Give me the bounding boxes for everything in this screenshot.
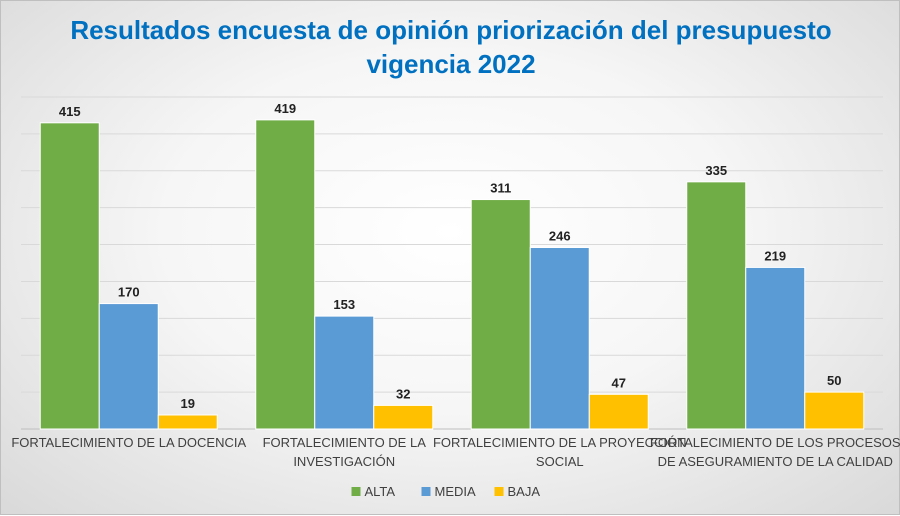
category-label-3: SOCIAL [536, 454, 584, 469]
data-label-baja-2: 32 [396, 386, 410, 401]
data-label-media-3: 246 [549, 229, 571, 244]
bar-baja-3 [588, 393, 649, 430]
data-label-media-1: 170 [118, 285, 140, 300]
category-label-2: INVESTIGACIÓN [293, 454, 395, 469]
bar-media-4 [745, 266, 806, 430]
data-label-alta-3: 311 [490, 181, 511, 196]
legend-swatch-baja [494, 487, 504, 496]
data-label-baja-1: 19 [181, 396, 195, 411]
bar-baja-4 [804, 391, 865, 430]
legend-label-alta: ALTA [365, 484, 396, 499]
bar-media-1 [98, 303, 159, 430]
data-label-baja-4: 50 [827, 373, 841, 388]
data-label-alta-4: 335 [705, 163, 727, 178]
data-label-media-2: 153 [333, 297, 355, 312]
chart-title-line-2: vigencia 2022 [366, 49, 536, 79]
legend: ALTA MEDIA BAJA [351, 484, 541, 499]
legend-swatch-media [421, 487, 431, 496]
category-label-4: DE ASEGURAMIENTO DE LA CALIDAD [658, 454, 893, 469]
bar-baja-2 [373, 404, 434, 430]
legend-label-media: MEDIA [435, 484, 477, 499]
data-label-alta-2: 419 [274, 101, 296, 116]
legend-label-baja: BAJA [508, 484, 541, 499]
chart-title: Resultados encuesta de opinión priorizac… [1, 13, 900, 81]
chart-title-line-1: Resultados encuesta de opinión priorizac… [70, 15, 832, 45]
category-label-1: FORTALECIMIENTO DE LA DOCENCIA [11, 435, 246, 450]
legend-swatch-alta [351, 487, 361, 496]
bar-alta-4 [686, 181, 747, 430]
bar-alta-3 [470, 199, 531, 430]
category-label-2: FORTALECIMIENTO DE LA [263, 435, 427, 450]
data-label-media-4: 219 [764, 248, 786, 263]
bars [39, 119, 865, 430]
bar-media-3 [529, 247, 590, 430]
bar-baja-1 [157, 414, 218, 430]
data-labels: 415 170 19 419 153 32 311 246 47 335 219 50 [59, 101, 842, 411]
data-label-baja-3: 47 [612, 375, 626, 390]
bar-media-2 [314, 315, 375, 430]
category-label-4: FORTALECIMIENTO DE LOS PROCESOS [650, 435, 900, 450]
data-label-alta-1: 415 [59, 104, 81, 119]
category-labels: FORTALECIMIENTO DE LA DOCENCIA FORTALECIM… [11, 435, 900, 469]
bar-alta-1 [39, 122, 100, 430]
bar-alta-2 [255, 119, 316, 430]
category-label-3: FORTALECIMIENTO DE LA PROYECCIÓN [433, 435, 687, 450]
